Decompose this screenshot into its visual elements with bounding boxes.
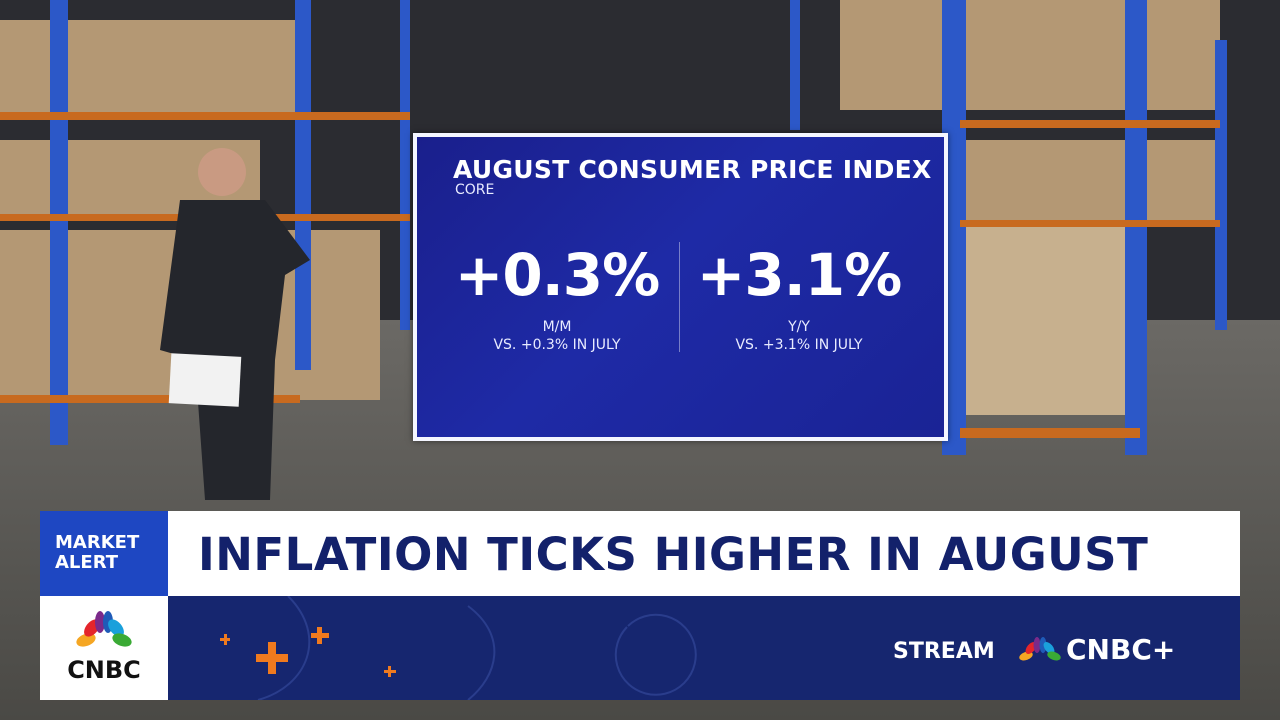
panel-title: AUGUST CONSUMER PRICE INDEX [453,155,932,184]
peacock-logo [76,611,132,647]
alert-line: ALERT [55,552,119,573]
alert-line: MARKET [55,532,140,553]
market-alert: MARKET ALERT [40,511,168,596]
logo-text: CNBC [67,656,141,684]
stat-comparison: VS. +3.1% IN JULY [735,337,863,353]
headline: INFLATION TICKS HIGHER IN AUGUST [198,528,1149,581]
stat-comparison: VS. +0.3% IN JULY [493,337,621,353]
headline-bar: INFLATION TICKS HIGHER IN AUGUST [168,511,1240,596]
presenter [160,148,310,500]
stat-label: M/M [542,319,572,335]
cpi-panel: AUGUST CONSUMER PRICE INDEX CORE +0.3% M… [413,133,948,441]
bottom-bar: STREAM CNBC+ [168,596,1240,700]
stat-value: +0.3% [454,241,660,309]
panel-subtitle: CORE [455,182,495,198]
brand: CNBC+ [1066,633,1176,666]
rack-uprights [50,0,1227,455]
stream-label: STREAM [893,639,995,664]
stat-label: Y/Y [788,319,810,335]
decoration [220,596,697,700]
divider [679,242,680,352]
small-peacock [1019,637,1061,661]
stat-value: +3.1% [696,241,902,309]
logo-box: CNBC [40,596,168,700]
